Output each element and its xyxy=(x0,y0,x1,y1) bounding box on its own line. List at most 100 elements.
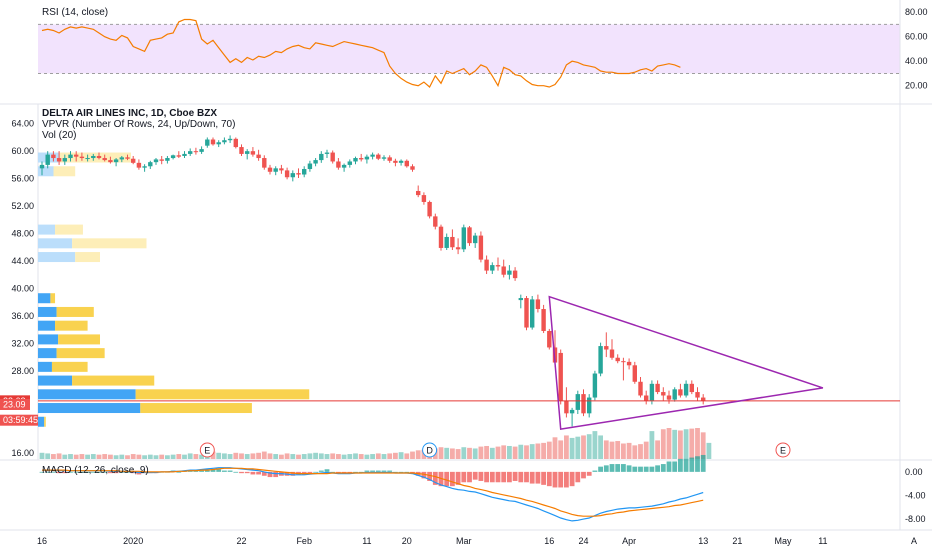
volume-profile-up xyxy=(38,166,54,177)
candle-body xyxy=(370,154,375,157)
rsi-tick-label: 80.00 xyxy=(905,7,928,17)
macd-hist-bar xyxy=(199,470,204,472)
volume-bar xyxy=(415,450,421,459)
macd-hist-bar xyxy=(467,471,472,483)
macd-hist-bar xyxy=(39,471,45,473)
candle-body xyxy=(119,157,124,160)
candle-body xyxy=(558,352,563,401)
macd-hist-bar xyxy=(45,471,51,473)
volume-bar xyxy=(507,445,512,459)
volume-bar xyxy=(524,445,529,459)
candle-body xyxy=(609,349,615,358)
macd-hist-bar xyxy=(683,458,689,472)
candle-body xyxy=(302,169,307,175)
volume-bar xyxy=(558,440,564,459)
volume-bar xyxy=(398,452,404,459)
time-tick-label: 11 xyxy=(362,536,371,546)
volume-bar xyxy=(438,447,444,459)
macd-hist-bar xyxy=(660,464,666,472)
volume-bar xyxy=(279,454,284,459)
macd-hist-bar xyxy=(222,470,227,472)
volume-bar xyxy=(256,452,261,459)
volume-bar xyxy=(535,443,541,459)
volume-bar xyxy=(347,454,353,459)
volume-profile-down xyxy=(56,306,94,317)
volume-bar xyxy=(581,435,586,459)
candle-body xyxy=(153,159,159,163)
volume-bar xyxy=(153,455,159,459)
candle-body xyxy=(296,173,301,175)
time-axis: 16 2020 22 Feb 11 20 Mar 16 24 Apr 13 21 May 11 xyxy=(37,536,828,546)
price-tick-label: 32.00 xyxy=(11,338,34,348)
volume-bar xyxy=(478,446,484,459)
volume-bar xyxy=(683,429,689,459)
time-tick-label: Apr xyxy=(622,536,636,546)
event-marker xyxy=(775,442,791,458)
volume-profile-down xyxy=(72,375,155,386)
volume-bar xyxy=(495,446,501,459)
volume-bar xyxy=(552,437,558,459)
volume-bar xyxy=(649,431,655,459)
candle-body xyxy=(467,227,472,244)
price-tick-label: 60.00 xyxy=(11,146,34,156)
volume-bar xyxy=(222,453,227,459)
macd-hist-bar xyxy=(478,471,484,481)
candle-body xyxy=(421,195,427,202)
candle-body xyxy=(222,140,227,143)
volume-bar xyxy=(307,453,313,459)
volume-bar xyxy=(318,453,324,459)
volume-bar xyxy=(546,441,552,459)
volume-profile-down xyxy=(72,238,147,249)
volume-bar xyxy=(239,453,244,459)
macd-panel: MACD (12, 26, close, 9) 0.00 -4.00 -8.00 xyxy=(39,454,926,524)
macd-axis: 0.00 -4.00 -8.00 xyxy=(905,467,926,524)
time-tick-label: 20 xyxy=(402,536,412,546)
volume-bar xyxy=(187,453,193,459)
candle-body xyxy=(592,373,598,398)
macd-hist-bar xyxy=(564,471,569,488)
volume-profile-up xyxy=(38,224,56,235)
volume-bar xyxy=(358,454,364,459)
volume-bar xyxy=(102,454,108,459)
volume-bar xyxy=(136,454,142,459)
candle-body xyxy=(159,159,164,161)
volume-bar xyxy=(119,454,125,459)
candle-body xyxy=(564,400,569,414)
candle-body xyxy=(284,170,290,178)
volume-profile-down xyxy=(75,252,100,263)
event-marker xyxy=(422,442,438,458)
candle-body xyxy=(273,168,278,172)
volume-bar xyxy=(689,428,695,459)
volume-bar xyxy=(678,430,683,459)
macd-hist-bar xyxy=(507,471,512,483)
volume-bar xyxy=(501,445,507,459)
macd-hist-bar xyxy=(119,471,125,473)
volume-profile-up xyxy=(38,320,56,331)
candle-body xyxy=(216,142,221,145)
candle-body xyxy=(193,151,199,153)
volume-profile-up xyxy=(38,416,45,427)
volume-bar xyxy=(85,454,90,459)
price-tag xyxy=(0,414,38,426)
volume-bar xyxy=(621,443,626,459)
volume-profile-down xyxy=(135,389,310,400)
candle-body xyxy=(661,392,666,396)
macd-hist-bar xyxy=(689,457,695,472)
triangle-drawing[interactable] xyxy=(548,295,824,430)
auto-scale-button[interactable]: A xyxy=(911,536,917,546)
price-tick-label: 56.00 xyxy=(11,174,34,184)
volume-bar xyxy=(467,447,472,459)
volume-bar xyxy=(592,431,598,459)
volume-bar xyxy=(609,441,615,459)
macd-hist-bar xyxy=(313,471,318,473)
macd-hist-bar xyxy=(512,471,518,481)
price-tick-label: 44.00 xyxy=(11,256,34,266)
volume-bar xyxy=(484,445,489,459)
volume-profile-up xyxy=(38,389,136,400)
macd-hist-bar xyxy=(586,471,592,476)
volume-bar xyxy=(125,455,130,459)
volume-bar xyxy=(90,454,96,459)
candle-body xyxy=(575,394,580,410)
volume-bar xyxy=(353,453,358,459)
